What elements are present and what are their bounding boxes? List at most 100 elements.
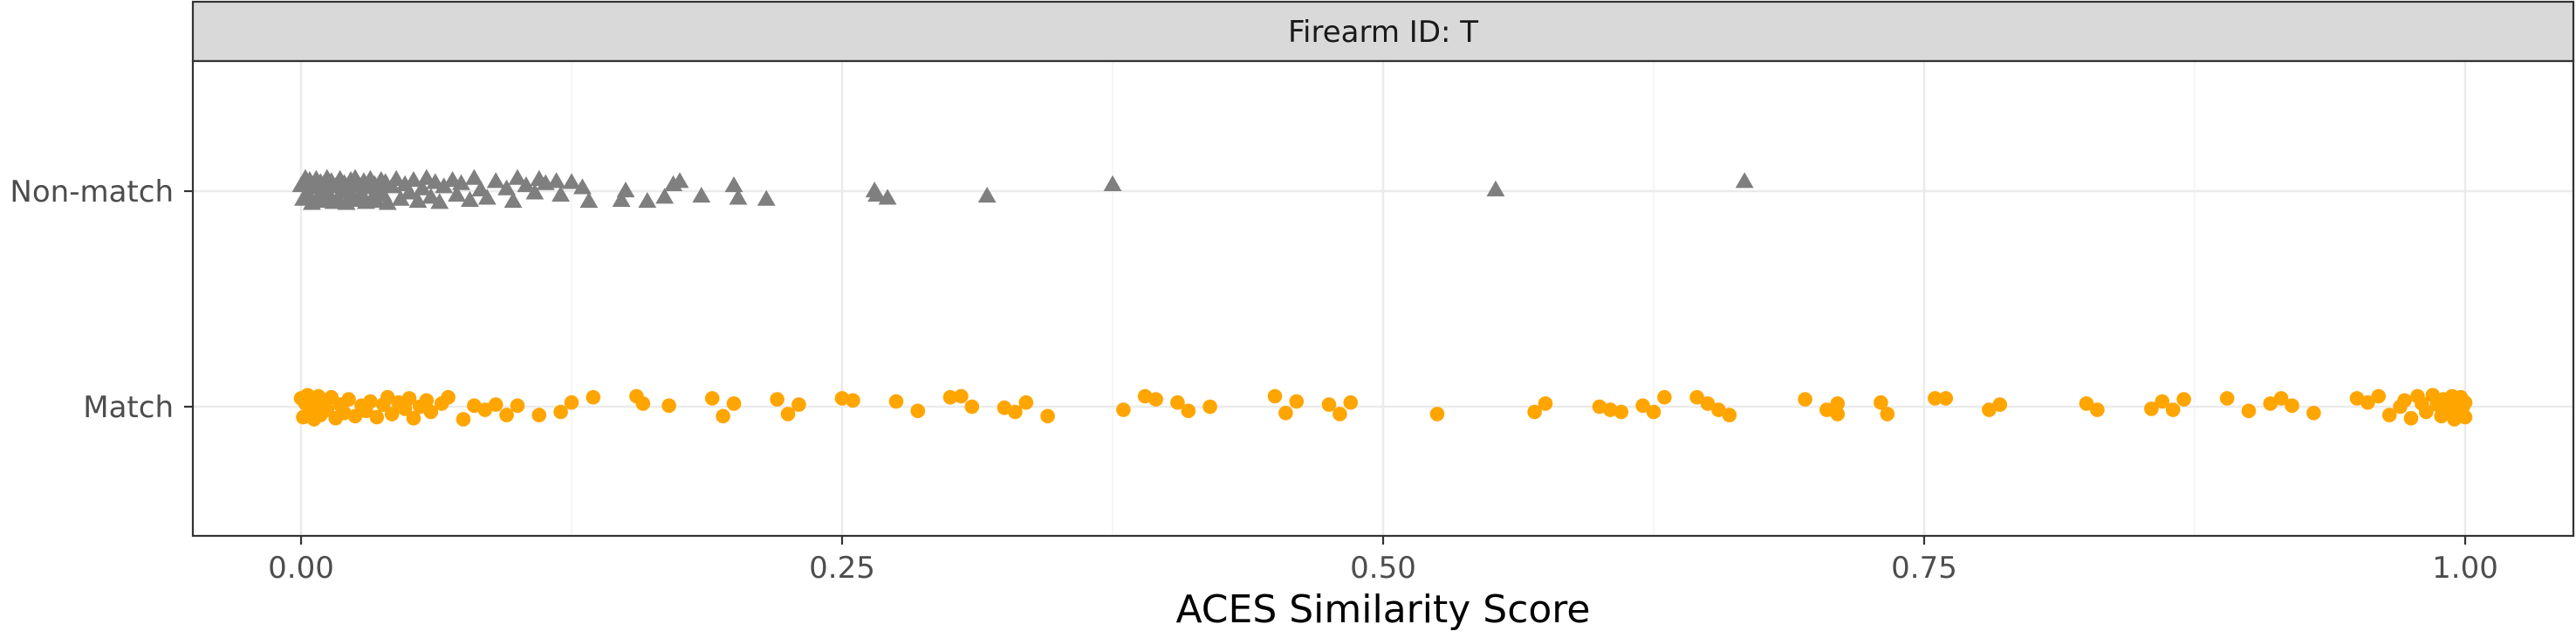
match-point [510,398,525,414]
match-point [2144,401,2159,416]
non-match-point [387,169,406,186]
match-point [2263,396,2278,411]
non-match-point [404,171,423,188]
match-point [406,410,421,426]
match-point [2381,408,2397,422]
match-point [1040,408,1055,424]
panel-strip-title: Firearm ID: T [1288,15,1478,50]
match-point [716,408,730,424]
non-match-point [460,190,479,207]
match-point [1181,403,1196,419]
non-match-point [670,172,689,189]
match-point [1880,407,1895,422]
non-match-point [1103,175,1122,191]
match-point [401,391,417,406]
match-point [2285,398,2299,414]
non-match-point [729,189,748,205]
non-match-point [612,190,631,207]
non-match-point [1735,172,1754,189]
match-point [1798,392,1812,407]
non-match-point [552,185,571,202]
match-point [2241,403,2257,419]
non-match-point [430,193,449,209]
x-tick-label: 0.00 [268,551,334,586]
match-point [942,389,958,405]
match-point [586,389,601,405]
match-point [1527,404,1542,420]
x-tick-label: 1.00 [2432,551,2498,586]
match-point [770,392,784,407]
match-point [1116,402,1131,417]
match-point [791,397,806,412]
non-match-point [421,188,441,204]
match-point [1992,397,2008,412]
match-point [1018,394,1034,410]
match-point [488,397,504,412]
match-point [780,407,796,422]
non-match-point [504,192,523,209]
non-match-point [391,189,410,206]
non-match-point [486,172,505,189]
grid-lines [193,61,2573,536]
match-point [834,391,850,406]
match-point [1321,397,1337,412]
non-match-point [464,168,483,185]
match-point [2371,388,2387,404]
match-point [499,408,514,422]
non-match-point [616,182,635,198]
panel-strip: Firearm ID: T [191,0,2575,63]
non-match-point [547,172,566,189]
match-point [1148,392,1163,407]
match-point [2419,404,2434,420]
y-tick-label: Non-match [10,175,174,209]
match-point [1646,404,1661,420]
match-point [846,393,860,408]
x-tick-label: 0.50 [1350,551,1416,586]
match-point [1267,388,1283,404]
match-point [1711,402,1726,417]
non-match-point [497,179,517,195]
non-match-point [692,187,711,203]
non-match-point [378,194,397,210]
match-point [1343,394,1359,410]
match-point [954,388,969,404]
match-point [704,391,720,406]
match-point [553,404,568,420]
match-point [380,389,395,405]
x-tick-label: 0.25 [809,551,875,586]
match-point [1700,396,1716,411]
data-points [291,168,2473,427]
match-point [419,393,435,408]
x-axis-title: ACES Similarity Score [1175,587,1590,631]
match-point [1278,405,1293,421]
match-point [1928,391,1942,406]
match-point [441,389,456,405]
match-point [1722,408,1737,422]
match-point [2090,402,2105,417]
non-match-point [572,178,592,195]
match-point [1603,402,1618,417]
match-point [1008,404,1023,420]
match-point [1538,396,1553,411]
non-match-point [452,174,470,190]
match-point [2457,409,2473,425]
non-match-point [867,185,887,202]
match-point [347,408,363,424]
non-match-point [757,189,776,206]
non-match-point [435,177,454,194]
non-match-point [400,183,419,200]
match-point [477,402,493,417]
match-point [531,408,547,422]
match-point [363,394,378,409]
match-point [661,398,676,414]
x-axis: 0.00 0.25 0.50 0.75 1.00 [268,536,2498,586]
non-match-point [579,192,599,209]
match-point [384,407,400,422]
match-point [888,394,904,409]
match-point [726,396,742,411]
match-point [2403,410,2419,426]
y-tick-label: Match [83,390,174,425]
non-match-point [525,183,545,200]
non-match-point [1486,180,1505,196]
match-point [1613,404,1629,420]
